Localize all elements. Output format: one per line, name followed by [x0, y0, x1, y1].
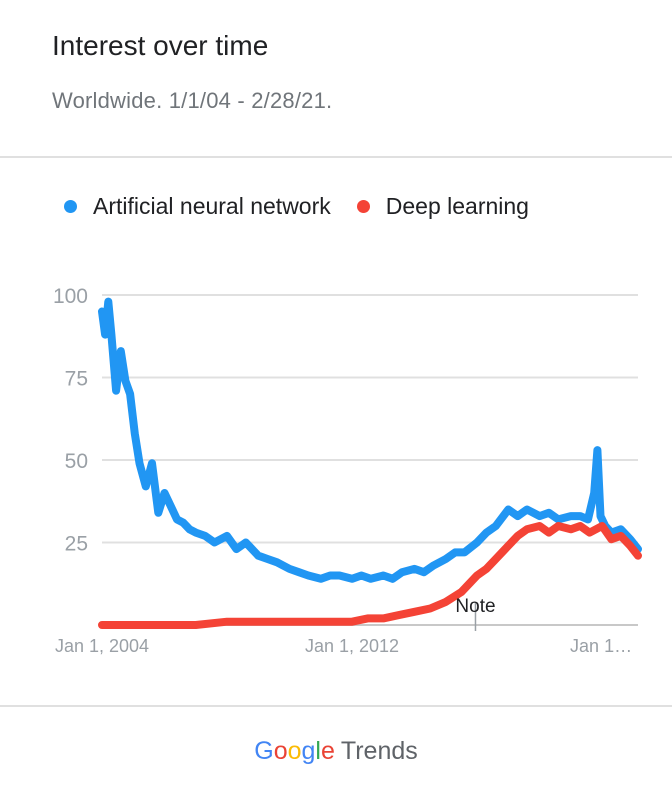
- x-tick-label: Jan 1, 2004: [55, 636, 149, 656]
- google-trends-logo: Google Trends: [0, 737, 672, 766]
- y-tick-label: 50: [65, 450, 88, 473]
- chart-title: Interest over time: [52, 30, 269, 61]
- footer-divider: [0, 705, 672, 707]
- series-line-1: [98, 297, 642, 583]
- note-label: Note: [455, 596, 495, 617]
- header-divider: [0, 156, 672, 158]
- chart-legend: Artificial neural network Deep learning: [64, 193, 555, 220]
- legend-dot-series1: [64, 200, 77, 213]
- legend-dot-series2: [356, 200, 370, 213]
- trends-label: Trends: [340, 737, 418, 765]
- y-tick-label: 75: [65, 368, 88, 391]
- chart-subtitle: Worldwide. 1/1/04 - 2/28/21.: [52, 88, 333, 113]
- series-line-2: [98, 522, 642, 629]
- legend-item-series1[interactable]: Artificial neural network: [64, 193, 331, 220]
- x-tick-label: Jan 1, 2012: [305, 636, 399, 656]
- legend-label-series2: Deep learning: [385, 193, 529, 219]
- line-chart: 25 50 75 100 Jan 1, 2004 Jan 1, 2012 Jan 1… Not…: [53, 285, 642, 656]
- y-tick-label: 100: [53, 285, 88, 308]
- legend-item-series2[interactable]: Deep learning: [356, 193, 529, 220]
- y-tick-label: 25: [65, 533, 88, 556]
- legend-label-series1: Artificial neural network: [93, 193, 331, 219]
- x-tick-label: Jan 1…: [570, 636, 632, 656]
- card-header: Interest over time Worldwide. 1/1/04 - 2…: [0, 0, 672, 157]
- google-logo: Google: [254, 737, 335, 765]
